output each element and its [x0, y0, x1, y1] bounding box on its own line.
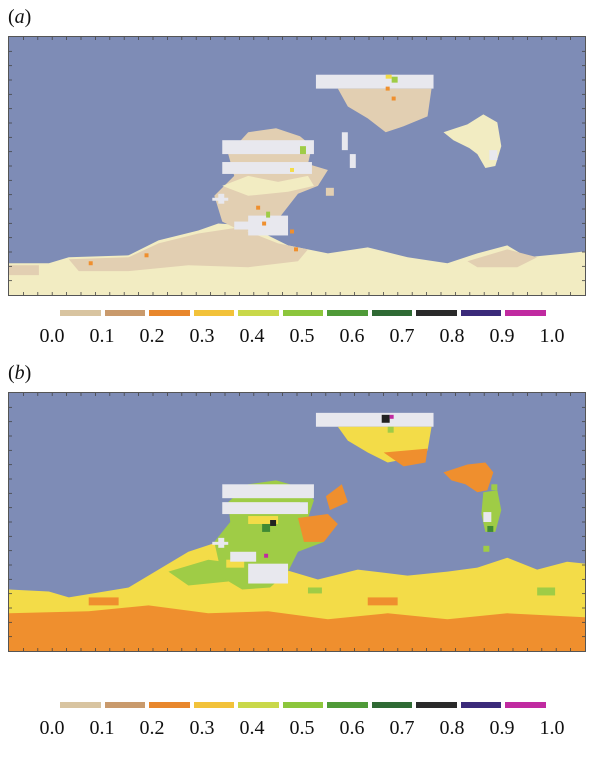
tick-label: 0.8: [439, 717, 465, 739]
tick-label: 0.8: [439, 325, 465, 347]
tick-label: 0.2: [139, 325, 165, 347]
tick-label: 0.3: [189, 717, 215, 739]
tick-label: 0.4: [239, 325, 265, 347]
tick-label: 1.0: [539, 325, 565, 347]
colorbar-segment: [60, 702, 101, 708]
map-panel-b: [8, 392, 586, 652]
tick-label: 0.9: [489, 717, 515, 739]
tick-label: 0.7: [389, 325, 415, 347]
colorbar-segment: [416, 310, 457, 316]
colorbar-segment: [149, 702, 190, 708]
colorbar-segment: [193, 310, 235, 316]
map-b-graphic: [9, 393, 585, 651]
colorbar-segment: [371, 702, 413, 708]
tick-label: 0.0: [39, 325, 65, 347]
panel-a-label: (a): [8, 6, 32, 28]
tick-label: 0.6: [339, 717, 365, 739]
colorbar-segment: [416, 702, 457, 708]
map-a-graphic: [9, 37, 585, 295]
colorbar-segment: [505, 310, 547, 316]
colorbar-segment: [460, 310, 502, 316]
tick-label: 0.5: [289, 325, 315, 347]
tick-label: 0.0: [39, 717, 65, 739]
panel-b-label: (b): [8, 362, 32, 384]
colorbar-segment: [193, 702, 235, 708]
colorbar-segment: [238, 310, 279, 316]
colorbar-segment: [282, 310, 324, 316]
colorbar-b-ticks: 0.0 0.1 0.2 0.3 0.4 0.5 0.6 0.7 0.8 0.9 …: [32, 716, 572, 740]
panel-a-letter: a: [14, 6, 25, 28]
tick-label: 0.1: [89, 325, 115, 347]
tick-label: 0.9: [489, 325, 515, 347]
colorbar-segment: [104, 702, 146, 708]
colorbar-segment: [327, 702, 368, 708]
colorbar-segment: [149, 310, 190, 316]
colorbar-segment: [104, 310, 146, 316]
colorbar-segment: [282, 702, 324, 708]
colorbar-segment: [238, 702, 279, 708]
colorbar-segment: [60, 310, 101, 316]
tick-label: 0.2: [139, 717, 165, 739]
tick-label: 0.7: [389, 717, 415, 739]
tick-label: 0.5: [289, 717, 315, 739]
tick-label: 1.0: [539, 717, 565, 739]
colorbar-segment: [460, 702, 502, 708]
colorbar-a-ticks: 0.0 0.1 0.2 0.3 0.4 0.5 0.6 0.7 0.8 0.9 …: [32, 324, 572, 348]
colorbar-a: [60, 310, 547, 316]
colorbar-segment: [505, 702, 547, 708]
colorbar-b: [60, 702, 547, 708]
tick-label: 0.6: [339, 325, 365, 347]
tick-label: 0.1: [89, 717, 115, 739]
colorbar-segment: [327, 310, 368, 316]
tick-label: 0.3: [189, 325, 215, 347]
tick-label: 0.4: [239, 717, 265, 739]
panel-b-letter: b: [14, 362, 25, 384]
colorbar-segment: [371, 310, 413, 316]
map-panel-a: [8, 36, 586, 296]
